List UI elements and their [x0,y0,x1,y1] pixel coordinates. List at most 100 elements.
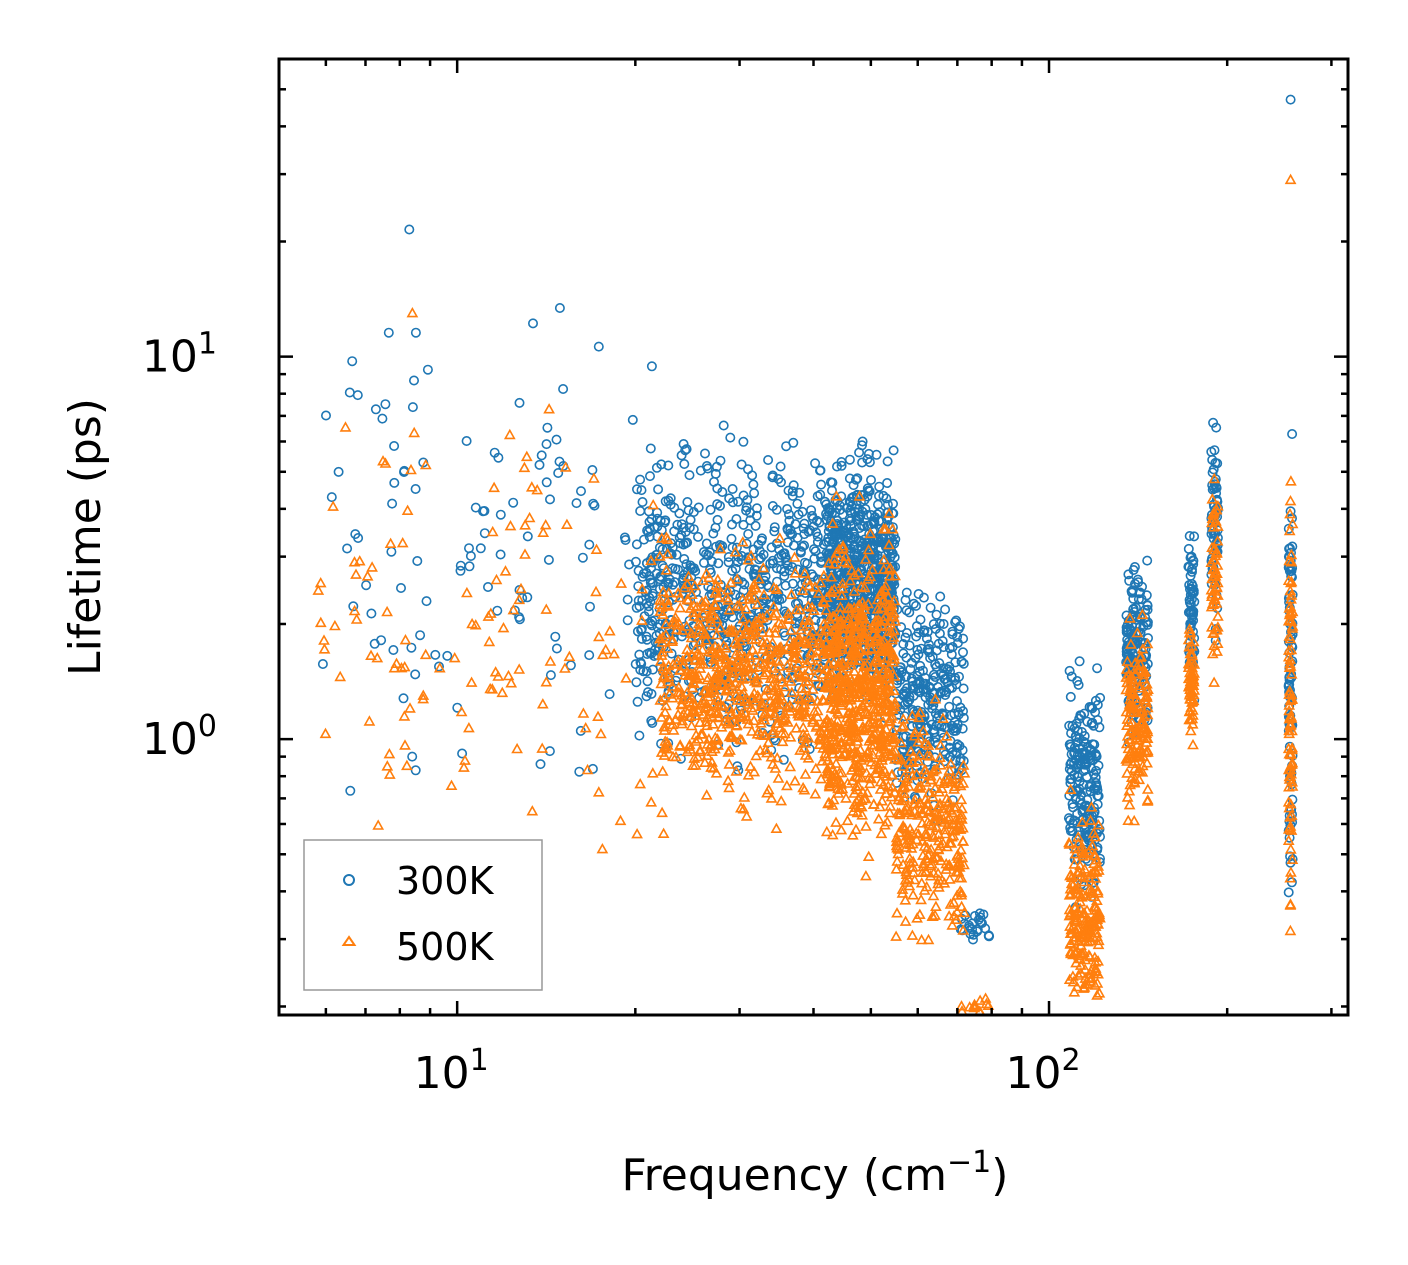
data-point-300k [718,420,729,431]
data-point-300k [1064,790,1075,801]
data-point-300k [710,522,721,533]
data-point-500k [658,749,671,760]
data-point-300k [929,727,940,738]
data-point-300k [896,622,907,633]
data-point-500k [812,637,825,649]
data-point-300k [947,629,958,640]
data-point-500k [877,778,890,789]
x-axis-title: Frequency (cm−1) [622,1145,1009,1201]
legend-marker-300k [343,874,355,886]
data-point-500k [825,571,838,582]
data-point-500k [455,705,468,717]
data-point-300k [647,588,658,599]
data-point-500k [484,682,497,694]
data-point-500k [1285,576,1297,588]
data-point-500k [681,649,694,661]
data-point-500k [831,618,844,630]
data-point-500k [822,679,834,690]
data-point-300k [972,924,983,935]
data-point-300k [679,553,690,564]
data-point-300k [797,541,808,552]
data-point-500k [756,697,768,709]
data-point-500k [866,563,879,575]
data-point-500k [828,733,841,745]
data-point-300k [1283,523,1294,534]
data-point-500k [830,490,843,501]
data-point-500k [784,760,797,772]
data-point-500k [1286,780,1299,791]
data-point-500k [717,678,730,690]
data-point-500k [874,800,886,812]
data-point-500k [721,662,734,674]
data-point-500k [850,770,863,782]
data-point-500k [952,813,965,824]
data-point-500k [731,573,744,584]
data-point-500k [1285,668,1298,679]
data-point-500k [920,803,933,815]
data-point-500k [939,827,951,839]
data-point-500k [932,843,945,854]
data-point-300k [807,510,818,521]
data-point-500k [889,569,901,581]
data-point-300k [920,678,931,689]
data-point-500k [396,536,409,548]
data-point-300k [810,458,821,469]
data-point-500k [658,720,671,732]
data-point-500k [1284,507,1296,519]
data-point-500k [766,727,779,739]
data-point-500k [579,721,592,733]
data-point-500k [896,883,909,894]
data-point-500k [954,811,967,823]
data-point-500k [708,697,720,709]
data-point-300k [1087,826,1098,837]
data-point-300k [1123,636,1134,647]
data-point-500k [1072,969,1085,980]
data-point-500k [922,786,935,798]
data-point-500k [906,709,919,721]
data-point-500k [751,676,763,688]
data-point-300k [407,751,418,762]
data-point-500k [714,542,727,554]
data-point-500k [848,798,861,809]
data-point-500k [904,823,916,834]
data-point-300k [415,630,426,641]
data-point-500k [943,858,956,870]
data-point-300k [946,720,957,731]
data-point-500k [903,833,916,845]
data-point-300k [857,436,868,447]
data-point-500k [1184,713,1197,725]
data-point-500k [1285,688,1298,700]
data-point-300k [457,748,468,759]
data-point-500k [1075,967,1087,978]
data-point-300k [855,536,866,547]
data-point-500k [798,636,811,647]
data-point-500k [724,576,737,588]
data-point-500k [660,618,672,629]
data-point-500k [823,644,836,656]
data-point-500k [833,747,846,758]
data-point-500k [823,658,836,669]
data-point-500k [1121,676,1133,688]
data-point-500k [874,588,887,599]
data-point-300k [377,413,388,424]
data-point-500k [1122,669,1135,680]
data-point-500k [581,763,594,775]
data-point-500k [797,620,809,631]
data-point-500k [688,677,700,689]
data-point-500k [666,635,679,646]
data-point-500k [823,631,836,642]
data-point-500k [721,718,734,729]
data-point-500k [845,653,858,664]
data-point-500k [544,655,557,666]
data-point-500k [742,554,755,565]
data-point-300k [408,375,419,386]
data-point-500k [896,721,908,732]
data-point-300k [698,546,709,557]
data-point-500k [802,600,815,611]
data-point-500k [821,754,834,766]
data-point-500k [760,684,773,695]
data-point-300k [575,486,586,497]
data-point-500k [852,620,865,631]
data-point-500k [882,591,895,602]
data-point-300k [799,557,810,568]
